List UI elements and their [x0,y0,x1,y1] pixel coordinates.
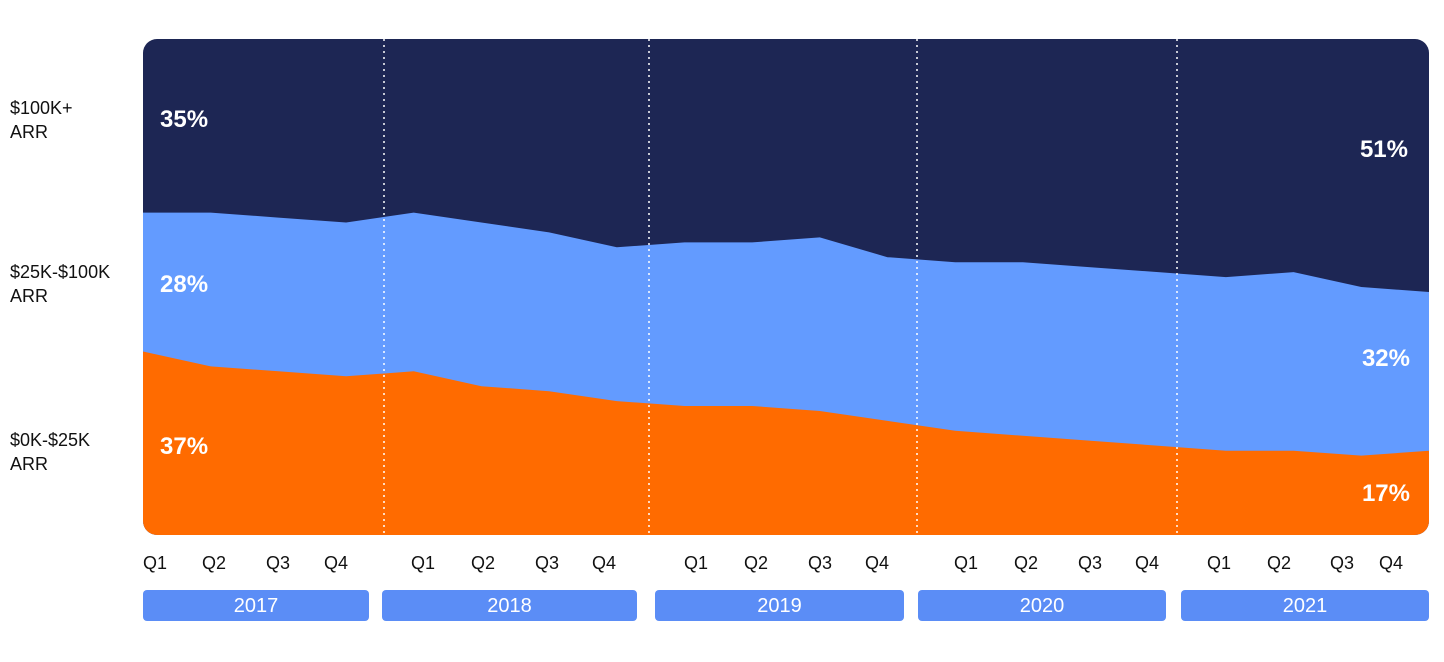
annot-start-high: 35% [160,106,208,133]
x-tick-label: Q3 [1078,553,1102,573]
legend-label-100k-plus: $100K+ ARR [10,96,73,144]
legend-label-25k-100k: $25K-$100K ARR [10,260,110,308]
x-tick-label: Q1 [954,553,978,573]
annot-end-high: 51% [1360,136,1408,163]
year-pill [1181,590,1429,621]
x-tick-label: Q4 [865,553,889,573]
x-tick-label: Q4 [1379,553,1403,573]
x-tick-label: Q3 [1330,553,1354,573]
annot-start-mid: 28% [160,271,208,298]
annot-end-mid: 32% [1362,345,1410,372]
x-tick-label: Q3 [535,553,559,573]
x-tick-label: Q2 [471,553,495,573]
year-pill [655,590,904,621]
legend-label-line: ARR [10,454,49,474]
year-pill [918,590,1166,621]
year-label: 2017 [234,595,279,617]
year-pill [382,590,637,621]
year-label: 2021 [1283,595,1328,617]
x-tick-label: Q4 [592,553,616,573]
x-tick-label: Q2 [202,553,226,573]
x-tick-label: Q1 [684,553,708,573]
annot-end-low: 17% [1362,480,1410,507]
x-tick-label: Q3 [808,553,832,573]
legend-label-0k-25k: $0K-$25K ARR [10,428,90,476]
legend-label-line: $25K-$100K [10,262,111,282]
area-0k-25k [143,351,1429,535]
year-label: 2019 [757,595,802,617]
x-tick-label: Q4 [1135,553,1159,573]
legend-label-line: ARR [10,286,49,306]
x-tick-label: Q1 [143,553,167,573]
x-tick-label: Q3 [266,553,290,573]
year-pill [143,590,369,621]
x-tick-label: Q4 [324,553,348,573]
annot-start-low: 37% [160,433,208,460]
x-tick-label: Q2 [744,553,768,573]
year-label: 2018 [487,595,532,617]
year-label: 2020 [1020,595,1065,617]
x-tick-label: Q2 [1267,553,1291,573]
x-tick-label: Q1 [1207,553,1231,573]
legend-label-line: ARR [10,122,49,142]
legend-label-line: $0K-$25K [10,430,91,450]
legend-label-line: $100K+ [10,98,73,118]
x-tick-label: Q1 [411,553,435,573]
x-tick-label: Q2 [1014,553,1038,573]
